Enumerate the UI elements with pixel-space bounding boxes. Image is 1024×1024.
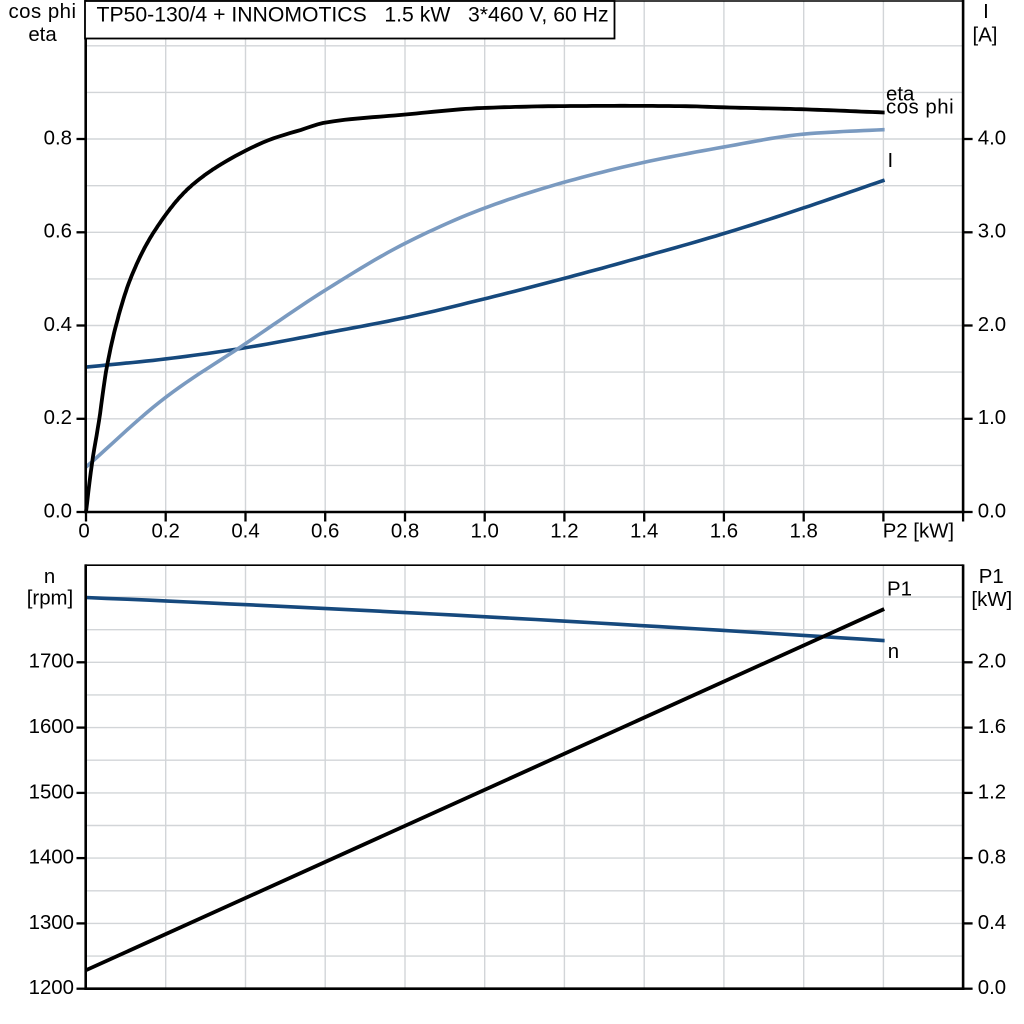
svg-text:TP50-130/4 + INNOMOTICS 1.5: TP50-130/4 + INNOMOTICS 1.5 kW 3*460 V, … [97, 4, 609, 27]
svg-text:I: I [983, 1, 989, 23]
svg-text:1.4: 1.4 [630, 521, 658, 543]
svg-text:1.2: 1.2 [550, 521, 578, 543]
svg-text:0.4: 0.4 [978, 912, 1006, 934]
svg-text:0.4: 0.4 [44, 314, 72, 336]
svg-text:0.0: 0.0 [978, 500, 1006, 522]
svg-text:0.4: 0.4 [231, 521, 259, 543]
svg-text:0.8: 0.8 [391, 521, 419, 543]
svg-text:1.6: 1.6 [978, 716, 1006, 738]
svg-text:0.6: 0.6 [311, 521, 339, 543]
svg-text:n: n [44, 566, 55, 588]
svg-text:I: I [888, 150, 894, 172]
svg-text:1500: 1500 [29, 781, 74, 803]
svg-text:eta: eta [28, 24, 57, 46]
svg-text:0.6: 0.6 [44, 221, 72, 243]
svg-text:[A]: [A] [973, 24, 998, 46]
svg-text:0.0: 0.0 [978, 977, 1006, 999]
svg-text:1700: 1700 [29, 651, 74, 673]
svg-text:1.8: 1.8 [790, 521, 818, 543]
svg-text:n: n [888, 641, 899, 663]
svg-text:0.2: 0.2 [44, 407, 72, 429]
svg-text:2.0: 2.0 [978, 651, 1006, 673]
svg-text:4.0: 4.0 [978, 127, 1006, 149]
svg-text:1300: 1300 [29, 912, 74, 934]
svg-text:0.8: 0.8 [44, 127, 72, 149]
svg-text:eta: eta [886, 83, 915, 105]
svg-text:1600: 1600 [29, 716, 74, 738]
svg-text:cos phi: cos phi [8, 1, 76, 23]
svg-text:0.2: 0.2 [152, 521, 180, 543]
svg-text:P2 [kW]: P2 [kW] [883, 521, 954, 543]
svg-text:0.8: 0.8 [978, 847, 1006, 869]
svg-text:[kW]: [kW] [971, 589, 1012, 611]
svg-text:P1: P1 [887, 579, 912, 601]
svg-text:1200: 1200 [29, 977, 74, 999]
svg-text:1.6: 1.6 [710, 521, 738, 543]
svg-text:P1: P1 [979, 566, 1004, 588]
svg-text:0.0: 0.0 [44, 500, 72, 522]
svg-text:[rpm]: [rpm] [27, 588, 73, 610]
svg-text:1.2: 1.2 [978, 781, 1006, 803]
svg-text:1400: 1400 [29, 847, 74, 869]
svg-text:0: 0 [78, 521, 89, 543]
svg-text:3.0: 3.0 [978, 221, 1006, 243]
svg-text:cos phi: cos phi [886, 97, 954, 119]
svg-text:1.0: 1.0 [978, 407, 1006, 429]
svg-text:2.0: 2.0 [978, 314, 1006, 336]
svg-text:1.0: 1.0 [471, 521, 499, 543]
